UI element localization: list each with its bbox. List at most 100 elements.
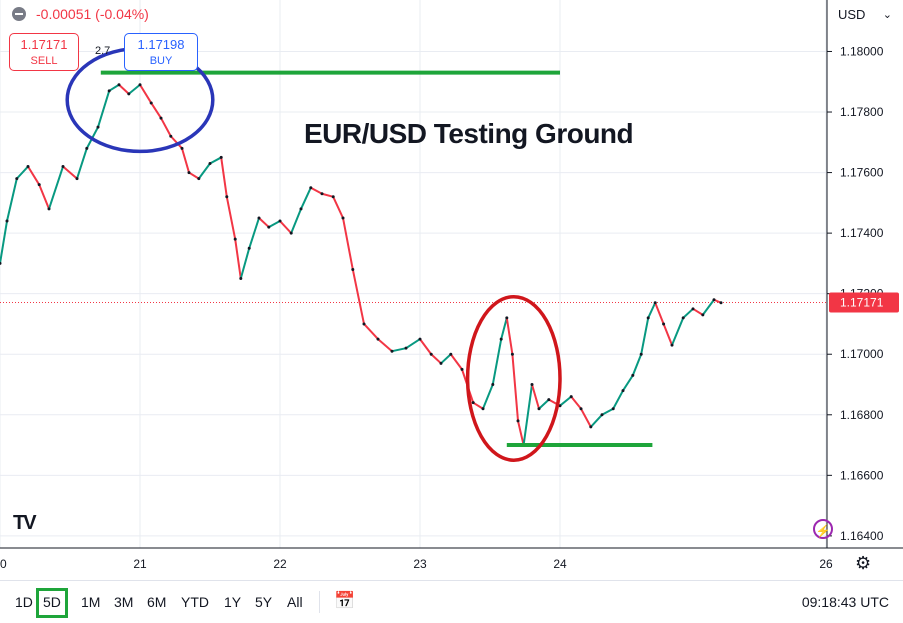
chart-grid — [0, 0, 827, 548]
range-1y-button[interactable]: 1Y — [224, 594, 242, 610]
price-point — [510, 352, 514, 356]
price-segment — [662, 322, 673, 347]
buy-button[interactable]: 1.17198 BUY — [124, 33, 198, 71]
range-6m-button[interactable]: 6M — [147, 594, 167, 610]
price-point — [499, 337, 503, 341]
price-segment — [500, 316, 508, 341]
lightning-icon[interactable]: ⚡ — [813, 519, 833, 539]
price-point — [621, 389, 625, 393]
currency-select[interactable]: USD ⌄ — [830, 2, 900, 28]
price-point — [289, 231, 293, 235]
range-5y-button[interactable]: 5Y — [255, 594, 273, 610]
price-point — [662, 322, 666, 326]
price-point — [117, 83, 121, 87]
price-segment — [531, 383, 540, 410]
range-1d-button[interactable]: 1D — [15, 594, 33, 610]
price-segment — [580, 407, 592, 428]
price-point — [341, 216, 345, 220]
price-point — [85, 146, 89, 150]
price-segment — [449, 353, 463, 371]
price-point — [691, 307, 695, 311]
price-segment — [682, 307, 694, 319]
price-point — [639, 352, 643, 356]
price-point — [225, 195, 229, 199]
price-point — [631, 373, 635, 377]
x-tick-label: 20 — [0, 557, 7, 571]
range-5d-button[interactable]: 5D — [36, 588, 68, 618]
price-point — [96, 125, 100, 129]
settings-gear-icon[interactable]: ⚙ — [855, 553, 872, 573]
range-ytd-button[interactable]: YTD — [181, 594, 209, 610]
price-segment — [430, 353, 442, 365]
price-point — [505, 316, 509, 320]
price-segment — [209, 156, 223, 165]
price-segment — [622, 374, 634, 392]
range-all-button[interactable]: All — [287, 594, 303, 610]
price-axis[interactable]: 1.180001.178001.176001.174001.172001.170… — [827, 44, 884, 543]
price-segment — [363, 322, 379, 341]
utc-clock[interactable]: 09:18:43 UTC — [801, 594, 889, 610]
price-segment — [321, 192, 335, 198]
y-tick-label: 1.16800 — [840, 408, 884, 422]
calendar-range-icon[interactable]: 📅 — [334, 591, 356, 610]
currency-label: USD — [838, 7, 866, 22]
price-segment — [391, 347, 407, 353]
price-point — [197, 177, 201, 181]
price-point — [138, 83, 142, 87]
price-point — [331, 195, 335, 199]
minus-circle-icon[interactable] — [12, 7, 26, 21]
price-point — [149, 101, 153, 105]
price-point — [362, 322, 366, 326]
price-segment — [15, 165, 29, 180]
y-tick-label: 1.16600 — [840, 468, 884, 482]
price-segment — [127, 83, 141, 95]
price-point — [471, 401, 475, 405]
price-segment — [511, 353, 519, 422]
range-1m-button[interactable]: 1M — [81, 594, 101, 610]
price-segment — [612, 389, 624, 410]
price-segment — [188, 171, 200, 180]
price-segment — [589, 413, 603, 428]
price-point — [75, 177, 79, 181]
x-tick-label: 21 — [133, 557, 147, 571]
sell-button[interactable]: 1.17171 SELL — [9, 33, 79, 71]
price-point — [257, 216, 261, 220]
price-point — [169, 134, 173, 138]
price-segment — [258, 216, 270, 229]
price-point — [404, 346, 408, 350]
price-segment — [505, 316, 514, 356]
price-segment — [640, 316, 650, 356]
last-price-tag: 1.17171 — [829, 292, 899, 313]
price-segment — [108, 83, 120, 92]
price-segment — [300, 186, 312, 210]
price-segment — [118, 83, 130, 95]
range-3m-button[interactable]: 3M — [114, 594, 134, 610]
price-point — [107, 89, 111, 93]
price-segment — [522, 383, 533, 447]
price-point — [0, 261, 2, 265]
price-point — [159, 116, 163, 120]
price-point — [481, 407, 485, 411]
price-point — [460, 367, 464, 371]
price-segment — [62, 165, 78, 180]
price-segment — [309, 186, 323, 195]
price-chart[interactable]: 1.180001.178001.176001.174001.172001.170… — [0, 0, 903, 580]
price-segment — [377, 338, 393, 353]
price-point — [390, 349, 394, 353]
x-tick-label: 24 — [553, 557, 567, 571]
price-series — [0, 83, 723, 447]
price-segment — [472, 401, 484, 410]
price-point — [719, 301, 723, 305]
price-point — [26, 165, 30, 169]
price-point — [208, 161, 212, 165]
price-point — [429, 352, 433, 356]
annotation-ellipse — [465, 294, 562, 462]
price-point — [187, 171, 191, 175]
price-segment — [160, 117, 172, 138]
y-tick-label: 1.17600 — [840, 166, 884, 180]
time-axis[interactable]: 20 21 22 23 24 26 — [0, 557, 833, 571]
change-value: -0.00051 (-0.04%) — [36, 6, 149, 22]
price-point — [219, 155, 223, 159]
price-point — [299, 207, 303, 211]
price-point — [646, 316, 650, 320]
